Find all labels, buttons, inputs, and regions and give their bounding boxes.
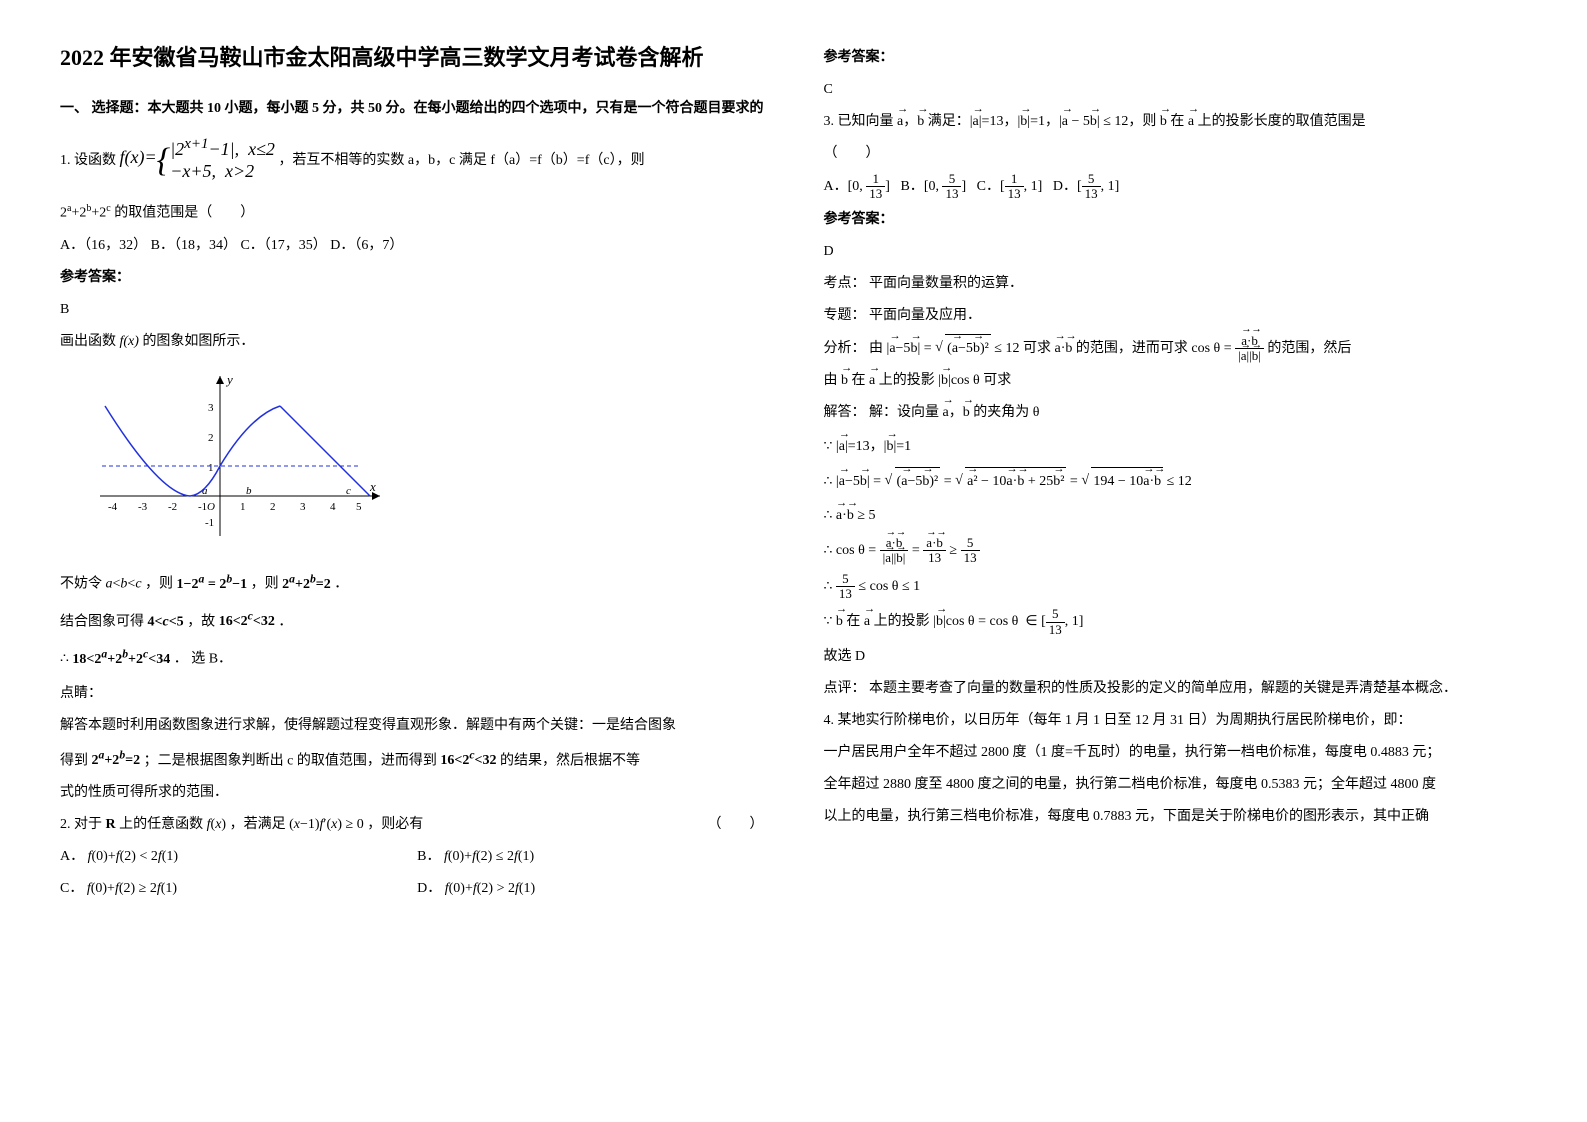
curve-linear — [280, 406, 370, 496]
svg-text:-1: -1 — [205, 517, 214, 529]
section-1-heading: 一、 选择题：本大题共 10 小题，每小题 5 分，共 50 分。在每小题给出的… — [60, 95, 764, 123]
q3-fx: 分析： 由 |a−5b| = (a−5b)² ≤ 12 可求 a·b 的范围，进… — [824, 334, 1528, 364]
q1-dp-label: 点睛： — [60, 680, 764, 708]
q3-answer: D — [824, 238, 1528, 266]
svg-text:2: 2 — [208, 432, 214, 444]
left-column: 2022 年安徽省马鞍山市金太阳高级中学高三数学文月考试卷含解析 一、 选择题：… — [60, 40, 764, 907]
svg-text:-4: -4 — [108, 501, 118, 513]
q4-l4: 以上的电量，执行第三档电价标准，每度电 0.7883 元，下面是关于阶梯电价的图… — [824, 803, 1528, 831]
q3-step6: ∵ b 在 a 上的投影 |b|cos θ = cos θ ∈ [513, 1] — [824, 607, 1528, 637]
q2-optB: B． f(0)+f(2) ≤ 2f(1) — [417, 843, 534, 871]
svg-text:-2: -2 — [168, 501, 177, 513]
svg-text:1: 1 — [240, 501, 246, 513]
q3-options: A．[0, 113] B．[0, 513] C．[113, 1] D．[513,… — [824, 172, 1528, 202]
q1-tail: ，若互不相等的实数 a，b，c 满足 f（a）=f（b）=f（c），则 — [278, 153, 644, 168]
svg-text:3: 3 — [208, 402, 214, 414]
q2-answer: C — [824, 76, 1528, 104]
q3-line2: （ ） — [824, 140, 1528, 168]
x-ticks: -4 -3 -2 -1 1 2 3 4 5 O — [108, 501, 362, 513]
q1-dp1: 解答本题时利用函数图象进行求解，使得解题过程变得直观形象．解题中有两个关键：一是… — [60, 712, 764, 740]
q1-dp3: 式的性质可得所求的范围． — [60, 779, 764, 807]
q3-step7: 故选 D — [824, 643, 1528, 671]
q1-answer: B — [60, 296, 764, 324]
q4-l1: 4. 某地实行阶梯电价，以日历年（每年 1 月 1 日至 12 月 31 日）为… — [824, 707, 1528, 735]
label-c: c — [346, 485, 351, 497]
q1-stem-line1: 1. 设函数 f(x)={|2x+1−1|, x≤2−x+5, x>2 ，若互不… — [60, 127, 764, 195]
svg-text:2: 2 — [270, 501, 276, 513]
q3-answer-label: 参考答案： — [824, 206, 1528, 234]
q3-zt: 专题： 平面向量及应用． — [824, 302, 1528, 330]
svg-text:-3: -3 — [138, 501, 148, 513]
q1-expl-l1: 不妨令 a<b<c ，则 1−2a = 2b−1 ，则 2a+2b=2 ． — [60, 567, 764, 599]
q2-stem: 2. 对于 R 上的任意函数 f(x) ，若满足 (x−1)f′(x) ≥ 0 … — [60, 811, 764, 839]
q1-options: A．（16，32） B．（18，34） C．（17，35） D．（6，7） — [60, 232, 764, 260]
label-b: b — [246, 485, 252, 497]
y-label: y — [225, 372, 233, 387]
q1-graph: -4 -3 -2 -1 1 2 3 4 5 O 1 2 3 -1 x y a b c — [90, 366, 764, 557]
svg-text:1: 1 — [208, 462, 214, 474]
q4-l2: 一户居民用户全年不超过 2800 度（1 度=千瓦时）的电量，执行第一档电价标准… — [824, 739, 1528, 767]
q2-paren: （ ） — [708, 811, 764, 839]
q1-prefix: 1. 设函数 — [60, 153, 116, 168]
svg-text:5: 5 — [356, 501, 362, 513]
svg-text:O: O — [207, 501, 215, 513]
q2-optD: D． f(0)+f(2) > 2f(1) — [417, 875, 535, 903]
x-label: x — [369, 479, 376, 494]
q3-step1: ∵ |a|=13，|b|=1 — [824, 433, 1528, 461]
q2-optC: C． f(0)+f(2) ≥ 2f(1) — [60, 875, 384, 903]
right-column: 参考答案： C 3. 已知向量 a，b 满足：|a|=13，|b|=1，|a −… — [824, 40, 1528, 907]
q1-answer-label: 参考答案： — [60, 264, 764, 292]
q1-expl-l2: 结合图象可得 4<c<5 ，故 16<2c<32 ． — [60, 605, 764, 637]
q3-fx2: 由 b 在 a 上的投影 |b|cos θ 可求 — [824, 367, 1528, 395]
q1-stem-line2: 2a+2b+2c 的取值范围是（ ） — [60, 199, 764, 228]
q2-answer-label: 参考答案： — [824, 44, 1528, 72]
q1-expl-l3: ∴ 18<2a+2b+2c<34 ． 选 B． — [60, 642, 764, 674]
q1-piecewise: f(x)={|2x+1−1|, x≤2−x+5, x>2 — [120, 127, 275, 195]
q4-l3: 全年超过 2880 度至 4800 度之间的电量，执行第二档电价标准，每度电 0… — [824, 771, 1528, 799]
exam-title: 2022 年安徽省马鞍山市金太阳高级中学高三数学文月考试卷含解析 — [60, 40, 764, 75]
q3-step4: ∴ cos θ = a·b|a||b| = a·b13 ≥ 513 — [824, 536, 1528, 566]
q1-line2-mid: 的取值范围是（ ） — [114, 206, 254, 221]
svg-text:4: 4 — [330, 501, 336, 513]
q3-jd-head: 解答： 解：设向量 a，b 的夹角为 θ — [824, 399, 1528, 427]
q3-line1: 3. 已知向量 a，b 满足：|a|=13，|b|=1，|a − 5b| ≤ 1… — [824, 108, 1528, 136]
fx-symbol: f(x) — [120, 334, 143, 349]
label-a: a — [202, 485, 208, 497]
q3-step5: ∴ 513 ≤ cos θ ≤ 1 — [824, 572, 1528, 602]
q1-dp2: 得到 2a+2b=2 ；二是根据图象判断出 c 的取值范围，进而得到 16<2c… — [60, 744, 764, 776]
q2-options-row2: C． f(0)+f(2) ≥ 2f(1) D． f(0)+f(2) > 2f(1… — [60, 875, 764, 903]
q3-step2: ∴ |a−5b| = (a−5b)² = a² − 10a·b + 25b² =… — [824, 467, 1528, 496]
svg-text:-1: -1 — [198, 501, 207, 513]
q1-graph-svg: -4 -3 -2 -1 1 2 3 4 5 O 1 2 3 -1 x y a b c — [90, 366, 390, 546]
y-arrow — [216, 376, 224, 384]
q3-kd: 考点： 平面向量数量积的运算． — [824, 270, 1528, 298]
svg-text:3: 3 — [300, 501, 306, 513]
q2-options-row1: A． f(0)+f(2) < 2f(1) B． f(0)+f(2) ≤ 2f(1… — [60, 843, 764, 871]
q2-optA: A． f(0)+f(2) < 2f(1) — [60, 843, 384, 871]
curve-exp — [105, 406, 280, 496]
q3-dp: 点评： 本题主要考查了向量的数量积的性质及投影的定义的简单应用，解题的关键是弄清… — [824, 675, 1528, 703]
q1-expl-line1: 画出函数 f(x) 的图象如图所示． — [60, 328, 764, 356]
